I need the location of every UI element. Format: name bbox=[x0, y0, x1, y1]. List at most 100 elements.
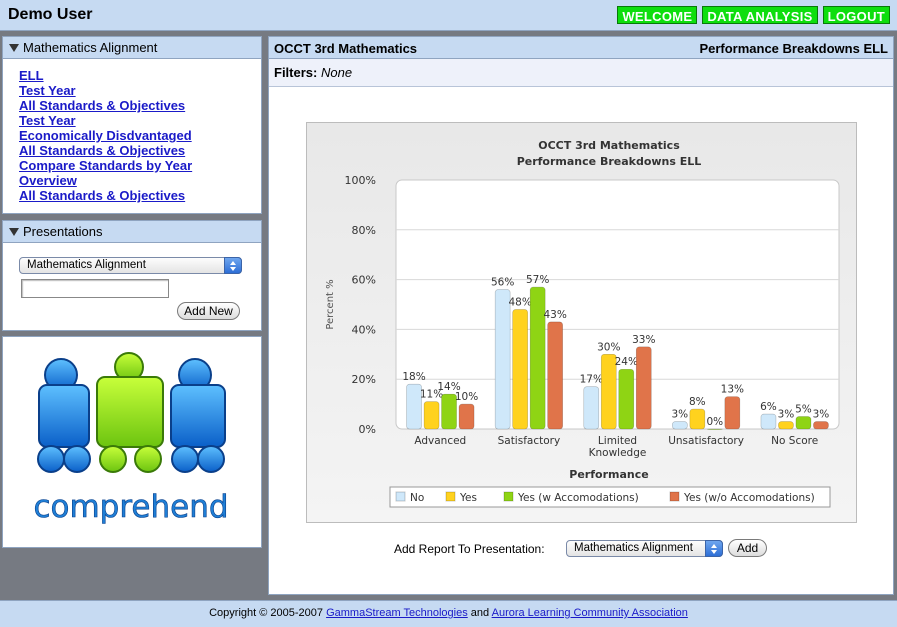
bar bbox=[707, 428, 723, 430]
select-arrows-icon[interactable] bbox=[705, 540, 723, 557]
select-arrows-icon[interactable] bbox=[224, 257, 242, 274]
bar-value-label: 17% bbox=[580, 374, 603, 386]
link-overview[interactable]: Overview bbox=[19, 173, 77, 188]
bar-value-label: 14% bbox=[437, 381, 460, 393]
bar bbox=[618, 368, 635, 430]
presentations-panel-header[interactable]: Presentations bbox=[3, 221, 261, 243]
bar-value-label: 57% bbox=[526, 274, 549, 286]
bar-value-label: 43% bbox=[543, 309, 566, 321]
legend-swatch bbox=[669, 491, 680, 502]
bar bbox=[689, 408, 706, 430]
collapse-triangle-icon[interactable] bbox=[9, 228, 19, 236]
main-panel: OCCT 3rd Mathematics Performance Breakdo… bbox=[268, 36, 894, 595]
top-nav: WELCOME DATA ANALYSIS LOGOUT bbox=[617, 6, 890, 24]
link-ell[interactable]: ELL bbox=[19, 68, 44, 83]
add-report-select[interactable]: Mathematics Alignment bbox=[566, 540, 723, 557]
bar-value-label: 18% bbox=[402, 371, 425, 383]
puzzle-left-icon bbox=[37, 358, 91, 473]
main-header: OCCT 3rd Mathematics Performance Breakdo… bbox=[269, 37, 893, 59]
collapse-triangle-icon[interactable] bbox=[9, 44, 19, 52]
presentation-name-input[interactable] bbox=[21, 279, 169, 298]
legend-box bbox=[389, 486, 831, 508]
logout-button[interactable]: LOGOUT bbox=[822, 6, 890, 24]
chart-container: OCCT 3rd Mathematics Performance Breakdow… bbox=[306, 122, 857, 523]
aurora-link[interactable]: Aurora Learning Community Association bbox=[491, 607, 688, 619]
presentation-select-value: Mathematics Alignment bbox=[27, 259, 146, 271]
legend-swatch bbox=[445, 491, 456, 502]
link-all-standards-3[interactable]: All Standards & Objectives bbox=[19, 188, 186, 203]
alignment-panel: Mathematics Alignment ELL Test Year All … bbox=[2, 36, 262, 214]
bar bbox=[583, 386, 600, 430]
y-tick-label: 20% bbox=[352, 373, 376, 386]
bar bbox=[813, 421, 829, 430]
x-tick-label: Satisfactory bbox=[498, 435, 561, 447]
legend-swatch bbox=[395, 491, 406, 502]
bar bbox=[441, 393, 457, 430]
bar-value-label: 3% bbox=[813, 409, 830, 421]
legend-swatch bbox=[503, 491, 514, 502]
y-tick-label: 0% bbox=[359, 423, 376, 436]
user-name: Demo User bbox=[8, 6, 93, 23]
welcome-button[interactable]: WELCOME bbox=[617, 6, 698, 24]
gammastream-link[interactable]: GammaStream Technologies bbox=[326, 607, 468, 619]
bar bbox=[600, 354, 617, 430]
x-tick-label: Knowledge bbox=[589, 447, 647, 459]
logo-panel: comprehend bbox=[2, 336, 262, 548]
report-subtitle: Performance Breakdowns ELL bbox=[699, 41, 888, 56]
link-test-year[interactable]: Test Year bbox=[19, 83, 76, 98]
bar-value-label: 6% bbox=[760, 401, 777, 413]
footer: Copyright © 2005-2007 GammaStream Techno… bbox=[0, 600, 897, 627]
data-analysis-button[interactable]: DATA ANALYSIS bbox=[702, 6, 818, 24]
x-axis-label: Performance bbox=[569, 468, 648, 481]
bar-value-label: 10% bbox=[455, 391, 478, 403]
puzzle-right-icon bbox=[170, 358, 226, 473]
chart-subtitle: Performance Breakdowns ELL bbox=[517, 155, 702, 168]
comprehend-logo: comprehend bbox=[33, 352, 229, 525]
bar bbox=[458, 403, 475, 430]
bar bbox=[795, 416, 812, 430]
presentations-panel-title: Presentations bbox=[23, 224, 103, 239]
legend-label: Yes (w/o Accomodations) bbox=[683, 492, 815, 504]
link-compare-standards[interactable]: Compare Standards by Year bbox=[19, 158, 193, 173]
bar-value-label: 8% bbox=[689, 396, 706, 408]
chart-title: OCCT 3rd Mathematics bbox=[538, 139, 680, 152]
bar bbox=[494, 289, 511, 430]
alignment-panel-header[interactable]: Mathematics Alignment bbox=[3, 37, 261, 59]
bar bbox=[547, 321, 563, 430]
bar bbox=[760, 413, 777, 430]
link-all-standards-2[interactable]: All Standards & Objectives bbox=[19, 143, 186, 158]
footer-copyright: Copyright © 2005-2007 bbox=[209, 607, 324, 619]
legend-label: No bbox=[410, 492, 424, 504]
add-new-button[interactable]: Add New bbox=[177, 302, 240, 320]
x-tick-label: No Score bbox=[771, 435, 818, 447]
link-all-standards[interactable]: All Standards & Objectives bbox=[19, 98, 186, 113]
link-economically-disadvantaged[interactable]: Economically Disdvantaged bbox=[19, 128, 192, 143]
bar bbox=[778, 421, 794, 430]
filters-bar: Filters: None bbox=[269, 59, 893, 87]
performance-chart: OCCT 3rd Mathematics Performance Breakdow… bbox=[325, 139, 840, 508]
y-axis-label: Percent % bbox=[325, 279, 336, 329]
add-report-button[interactable]: Add bbox=[728, 539, 767, 557]
bar-value-label: 56% bbox=[491, 277, 514, 289]
bar-value-label: 33% bbox=[632, 334, 655, 346]
alignment-panel-title: Mathematics Alignment bbox=[23, 40, 158, 55]
bar-value-label: 3% bbox=[778, 409, 795, 421]
bar bbox=[672, 421, 688, 430]
alignment-links: ELL Test Year All Standards & Objectives… bbox=[3, 59, 261, 203]
bar-value-label: 0% bbox=[707, 416, 724, 428]
report-title: OCCT 3rd Mathematics bbox=[274, 41, 418, 56]
presentations-panel: Presentations Mathematics Alignment Add … bbox=[2, 220, 262, 331]
bar bbox=[423, 401, 440, 430]
bar-value-label: 13% bbox=[721, 384, 744, 396]
bar-value-label: 5% bbox=[795, 404, 812, 416]
link-test-year-2[interactable]: Test Year bbox=[19, 113, 76, 128]
bar bbox=[635, 346, 652, 430]
puzzle-center-icon bbox=[96, 352, 164, 473]
bar-value-label: 11% bbox=[420, 389, 443, 401]
filters-value: None bbox=[320, 65, 353, 80]
bar-value-label: 48% bbox=[508, 296, 531, 308]
x-tick-label: Advanced bbox=[414, 435, 466, 447]
x-tick-label: Limited bbox=[598, 435, 637, 447]
presentation-select[interactable]: Mathematics Alignment bbox=[19, 257, 242, 274]
y-tick-label: 100% bbox=[345, 174, 376, 187]
